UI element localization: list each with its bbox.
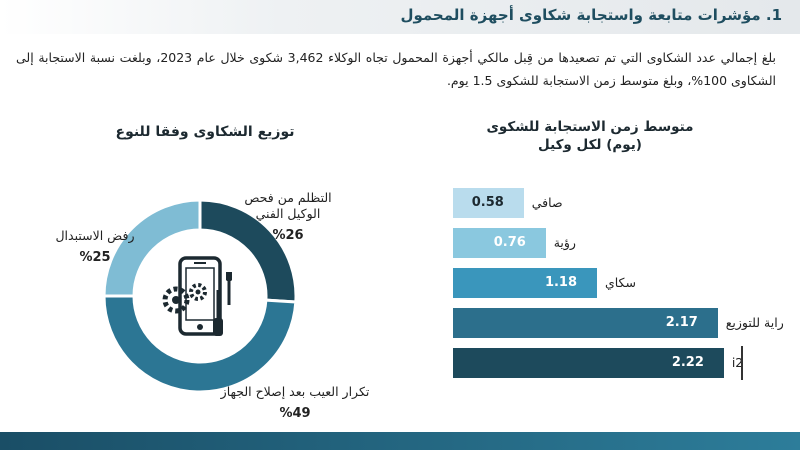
slice-name: تكرار العيب بعد إصلاح الجهاز <box>220 384 370 399</box>
bar-value-label: 1.18 <box>544 275 578 290</box>
bar <box>453 188 524 218</box>
bar-category-label: صافي <box>531 195 563 210</box>
slice-label-replacement-refusal: رفض الاستبدال %25 <box>40 228 150 266</box>
bar-value-label: 2.22 <box>671 355 704 370</box>
bar-category-label: i2 <box>731 355 744 370</box>
bar-category-label: راية للتوزيع <box>725 315 784 330</box>
bar <box>453 348 724 378</box>
intro-paragraph: بلغ إجمالي عدد الشكاوى التي تم تصعيدها م… <box>16 50 776 88</box>
bar-chart-title-line1: متوسط زمن الاستجابة للشكوى <box>486 119 694 135</box>
bar-axis-line <box>741 346 743 380</box>
bar <box>453 268 597 298</box>
bar-category-label: رؤية <box>553 235 576 250</box>
header-bar: 1. مؤشرات متابعة واستجابة شكاوى أجهزة ال… <box>0 0 800 34</box>
bar-row: 2.22 i2 <box>0 348 800 378</box>
slice-name: التظلم من فحص الوكيل الفني <box>244 190 332 221</box>
bar-row: 2.17 راية للتوزيع <box>0 308 800 338</box>
pie-chart-title: توزيع الشكاوى وفقا للنوع <box>115 124 295 140</box>
bar-row: 0.76 رؤية <box>0 228 800 258</box>
bar-category-label: سكاي <box>604 275 636 290</box>
slice-label-repeat-defect: تكرار العيب بعد إصلاح الجهاز %49 <box>200 384 390 422</box>
slice-percent: %25 <box>79 250 111 265</box>
slice-percent: %49 <box>279 406 311 421</box>
donut-slice-1 <box>102 294 298 394</box>
bar-value-label: 2.17 <box>665 315 698 330</box>
bar-row: 1.18 سكاي <box>0 268 800 298</box>
phone-gears-icon <box>162 256 232 336</box>
bar <box>453 228 546 258</box>
section-title: 1. مؤشرات متابعة واستجابة شكاوى أجهزة ال… <box>400 6 782 24</box>
bar-chart-title-line2: (يوم) لكل وكيل <box>538 137 642 153</box>
slice-label-technical-review: التظلم من فحص الوكيل الفني %26 <box>228 190 348 244</box>
slice-percent: %26 <box>272 228 304 243</box>
footer-bar <box>0 432 800 450</box>
bar-chart-title: متوسط زمن الاستجابة للشكوى (يوم) لكل وكي… <box>440 118 740 154</box>
slice-name: رفض الاستبدال <box>55 228 135 243</box>
donut-slice-2 <box>102 198 202 298</box>
bar-value-label: 0.76 <box>493 235 526 250</box>
bar-value-label: 0.58 <box>471 195 504 210</box>
bar <box>453 308 718 338</box>
bar-row: 0.58 صافي <box>0 188 800 218</box>
